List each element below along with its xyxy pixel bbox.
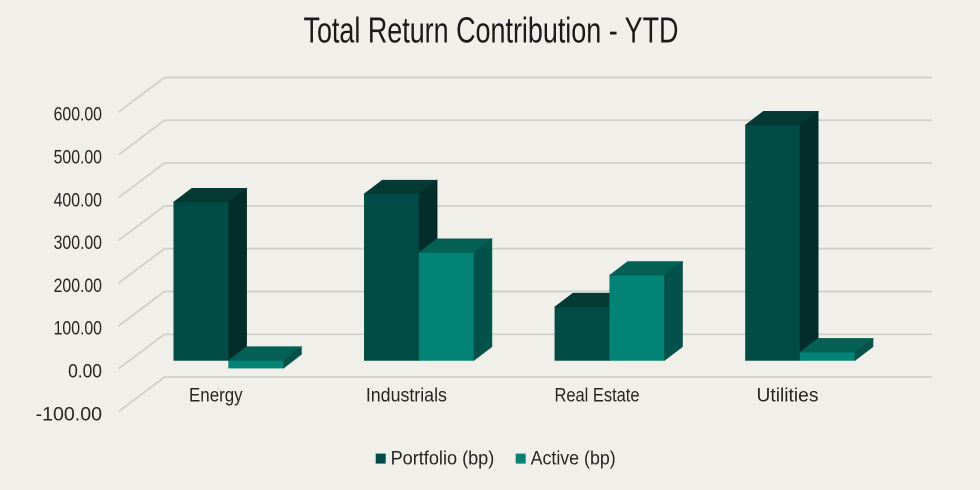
svg-text:100.00: 100.00: [54, 319, 102, 340]
svg-text:Active (bp): Active (bp): [531, 448, 616, 469]
svg-text:Energy: Energy: [189, 385, 243, 406]
svg-text:500.00: 500.00: [54, 148, 102, 169]
svg-text:Industrials: Industrials: [366, 385, 447, 406]
svg-text:Total Return Contribution - YT: Total Return Contribution - YTD: [304, 10, 679, 51]
svg-text:600.00: 600.00: [54, 105, 102, 126]
svg-text:300.00: 300.00: [54, 233, 102, 254]
svg-text:400.00: 400.00: [54, 190, 102, 211]
svg-text:200.00: 200.00: [54, 276, 102, 297]
svg-text:Real Estate: Real Estate: [554, 385, 639, 406]
svg-text:Utilities: Utilities: [757, 385, 819, 406]
svg-text:-100.00: -100.00: [36, 404, 102, 425]
svg-text:0.00: 0.00: [68, 362, 102, 383]
svg-text:Portfolio (bp): Portfolio (bp): [391, 448, 495, 469]
